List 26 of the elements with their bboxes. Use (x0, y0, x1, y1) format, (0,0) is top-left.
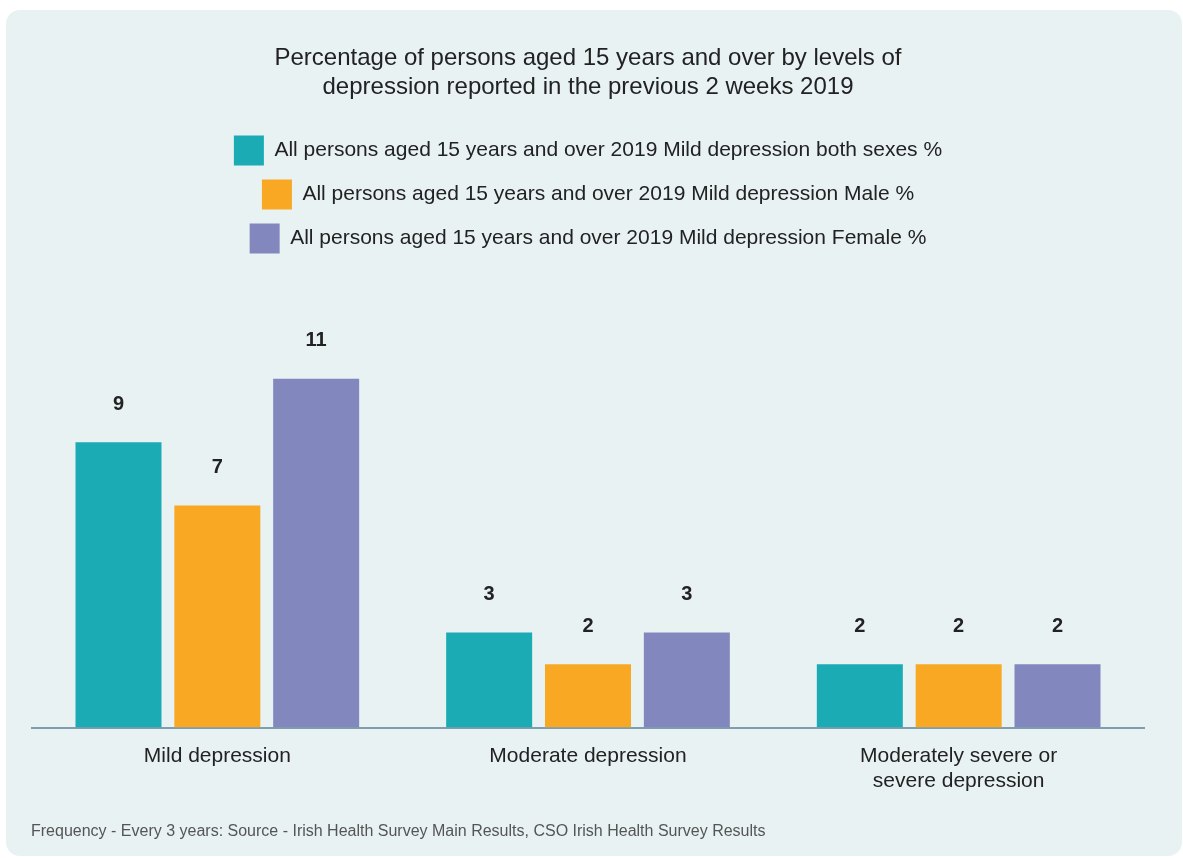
bar (446, 632, 533, 728)
x-tick-label: Moderately severe or severe depression (860, 743, 1058, 792)
data-label: 2 (582, 613, 594, 636)
bar (545, 664, 631, 728)
bar (915, 664, 1002, 728)
bar (273, 378, 360, 728)
legend-label: All persons aged 15 years and over 2019 Mild depression both sexes % (274, 137, 943, 161)
x-tick-label: Mild depression (143, 743, 291, 766)
data-label: 9 (112, 391, 125, 414)
bar (174, 505, 261, 728)
bar (816, 664, 903, 728)
x-tick-label: Moderate depression (489, 743, 687, 766)
legend-label: All persons aged 15 years and over 2019 Mild depression Male % (302, 181, 915, 205)
bar (643, 632, 730, 728)
data-label: 2 (1051, 613, 1064, 636)
data-label: 2 (854, 613, 866, 636)
bar (75, 442, 162, 728)
text: Frequency - Every 3 years: Source - Irish Health Survey Main Results, CSO Irish Health Survey Results (31, 822, 766, 840)
data-label: 7 (211, 455, 223, 478)
data-label: 11 (305, 328, 327, 351)
data-label: 3 (483, 581, 495, 604)
data-label: 3 (681, 581, 693, 604)
chart-title: Percentage of persons aged 15 years and over by levels of depression reported in the previous 2 weeks 2019 (274, 43, 902, 99)
bar (1014, 664, 1101, 728)
legend-label: All persons aged 15 years and over 2019 Mild depression Female % (290, 225, 927, 249)
data-label: 2 (953, 613, 965, 636)
